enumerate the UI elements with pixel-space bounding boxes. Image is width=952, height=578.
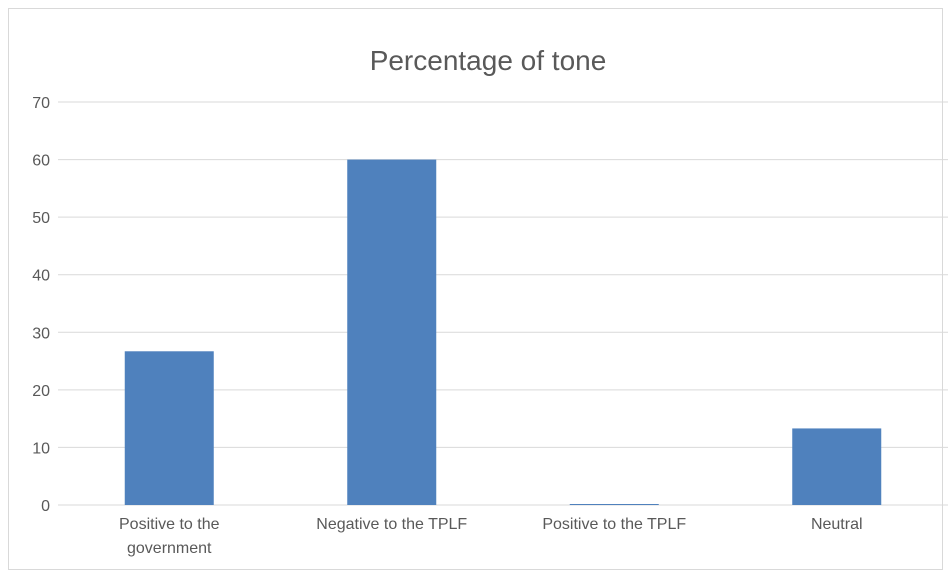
bar [347,159,437,506]
bar [569,504,659,505]
y-tick-label: 10 [32,440,50,457]
y-axis-ticks: 0 10 20 30 40 50 60 70 [32,95,50,515]
bar [124,351,214,505]
x-tick-label-line: Positive to the TPLF [542,516,686,533]
x-tick-label-line: Positive to the [119,516,220,533]
y-tick-label: 50 [32,210,50,227]
x-axis-labels: Positive to the government Negative to the… [119,516,863,557]
y-tick-label: 30 [32,325,50,342]
x-tick-label-line: Negative to the TPLF [316,516,467,533]
x-tick-label-line: Neutral [811,516,863,533]
x-tick-label: Negative to the TPLF [316,516,467,533]
x-tick-label: Positive to the TPLF [542,516,686,533]
bars [124,159,882,506]
y-tick-label: 70 [32,95,50,112]
chart-title: Percentage of tone [370,45,607,76]
y-tick-label: 20 [32,383,50,400]
y-tick-label: 60 [32,153,50,170]
bar [792,428,882,505]
y-tick-label: 0 [41,498,50,515]
x-tick-label: Positive to the government [119,516,220,557]
x-tick-label: Neutral [811,516,863,533]
x-tick-label-line: government [127,540,212,557]
y-tick-label: 40 [32,268,50,285]
